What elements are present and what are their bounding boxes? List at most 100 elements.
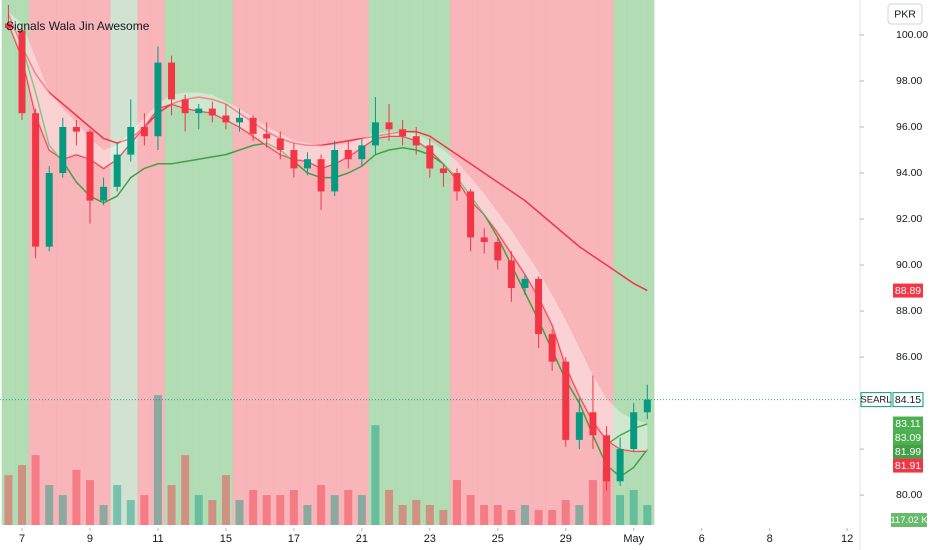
volume-bar — [344, 489, 353, 525]
candle-body — [236, 117, 244, 123]
signal-zone — [545, 0, 560, 525]
volume-bar — [194, 495, 203, 525]
x-tick-label: 12 — [841, 533, 853, 545]
candle-body — [412, 136, 420, 146]
signal-zone — [42, 0, 57, 525]
signal-zone — [96, 0, 111, 525]
candle-body — [535, 278, 543, 335]
x-tick-label: 29 — [560, 533, 572, 545]
signal-zone — [259, 0, 274, 525]
series-value: 81.91 — [895, 460, 921, 472]
candle-body — [385, 122, 393, 130]
volume-bar — [453, 480, 462, 525]
y-tick-label: 86.00 — [896, 351, 922, 363]
candle-body — [358, 145, 366, 160]
symbol-label: SEARL — [860, 395, 891, 406]
currency-box[interactable] — [887, 3, 923, 25]
volume-bar — [45, 485, 54, 525]
signal-zone — [1, 0, 16, 525]
signal-zone — [518, 0, 533, 525]
series-value: 83.11 — [895, 418, 921, 430]
candle-body — [59, 126, 67, 174]
x-tick-label: 21 — [356, 533, 368, 545]
signal-zone — [110, 0, 125, 525]
candle-body — [521, 278, 529, 289]
candle-body — [453, 173, 461, 192]
candle-body — [208, 108, 216, 116]
volume-bar — [140, 495, 149, 525]
signal-zone — [137, 0, 152, 525]
y-tick-label: 96.00 — [896, 121, 922, 133]
volume-bar — [208, 500, 217, 525]
candle-body — [249, 117, 257, 134]
volume-bar — [72, 469, 81, 525]
candle-body — [181, 99, 189, 114]
signal-zone — [613, 0, 628, 525]
signal-zone — [287, 0, 301, 525]
candle-body — [154, 62, 162, 137]
volume-bar — [249, 489, 258, 525]
series-tag — [893, 458, 923, 473]
candle-body — [18, 30, 26, 114]
candle-body — [616, 449, 624, 482]
signal-zone — [531, 0, 546, 525]
volume-bar — [317, 485, 326, 525]
volume-bar — [167, 485, 176, 525]
volume-bar — [548, 509, 557, 525]
candle-body — [548, 334, 556, 362]
candle-body — [480, 237, 488, 243]
signal-zone — [314, 0, 329, 525]
x-tick-label: 15 — [220, 533, 232, 545]
volume-bar — [425, 505, 434, 525]
volume-tag — [891, 513, 927, 527]
y-tick-label: 88.00 — [896, 305, 922, 317]
signal-zone — [327, 0, 342, 525]
volume-bar — [4, 475, 13, 525]
x-tick-label: 23 — [424, 533, 436, 545]
signal-zone — [69, 0, 84, 525]
volume-bar — [31, 455, 40, 525]
volume-bar — [480, 505, 489, 525]
signal-zone — [164, 0, 179, 525]
signal-zone — [626, 0, 641, 525]
last-price-label: 84.15 — [895, 394, 921, 406]
volume-bar — [289, 489, 298, 525]
candle-body — [562, 361, 570, 440]
x-tick-label: 6 — [699, 533, 705, 545]
volume-bar — [113, 485, 122, 525]
axis-layer: 80.0082.0084.0086.0088.0090.0092.0094.00… — [19, 29, 928, 545]
chart-title: Signals Wala Jin Awesome — [6, 19, 150, 33]
signal-zone — [273, 0, 288, 525]
x-tick-label: 25 — [492, 533, 504, 545]
candle-body — [630, 412, 638, 450]
volume-bar — [493, 505, 502, 525]
signal-zone — [572, 0, 587, 525]
candle-layer — [0, 5, 858, 491]
volume-bar — [235, 500, 244, 525]
x-tick-label: 7 — [19, 533, 25, 545]
y-tick-label: 98.00 — [896, 75, 922, 87]
candle-body — [603, 435, 611, 482]
candle-body — [86, 131, 94, 201]
volume-bar — [412, 500, 421, 525]
candle-body — [494, 242, 502, 261]
volume-bar — [507, 509, 516, 525]
series-tag — [893, 444, 923, 459]
volume-bar — [221, 475, 230, 525]
indicator-line — [7, 13, 648, 292]
volume-bar — [398, 505, 407, 525]
x-tick-label: 9 — [87, 533, 93, 545]
currency: PKR — [894, 8, 916, 20]
volume-bar — [520, 505, 529, 525]
candle-body — [72, 126, 80, 132]
y-tick-label: 80.00 — [896, 489, 922, 501]
candle-body — [290, 150, 298, 169]
signal-zone — [409, 0, 424, 525]
volume-bar — [561, 500, 570, 525]
signal-zone — [232, 0, 247, 525]
volume-bar — [330, 495, 339, 525]
x-tick-label: 11 — [152, 533, 163, 545]
series-tag — [893, 283, 923, 298]
y-tick-label: 92.00 — [896, 213, 922, 225]
candle-body — [140, 126, 148, 137]
